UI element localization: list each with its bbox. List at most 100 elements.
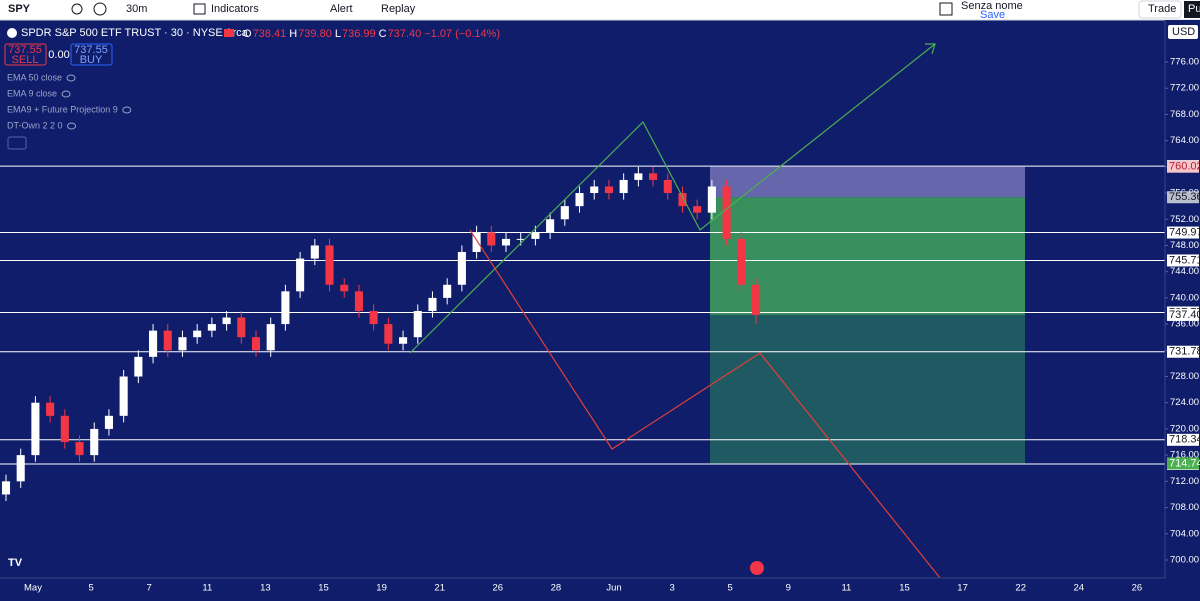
x-tick-label: 26 (1132, 583, 1143, 594)
candle-body (707, 186, 716, 213)
y-tick-label: 728.00 (1170, 371, 1199, 382)
entry-label: 755.36 (1169, 191, 1200, 203)
publish-button-box[interactable] (1184, 1, 1200, 18)
candle-body (560, 206, 569, 220)
save-label[interactable]: Save (980, 9, 1005, 21)
y-tick-label: 748.00 (1170, 240, 1199, 251)
candle-body (384, 324, 393, 344)
x-tick-label: 7 (147, 583, 152, 594)
collapse-button[interactable] (7, 136, 27, 150)
symbol[interactable]: SPY (8, 3, 31, 15)
toolbar (0, 0, 1200, 20)
visibility-icon (122, 106, 132, 114)
x-tick-label: 3 (669, 583, 674, 594)
trade-button[interactable]: Trade (1148, 3, 1176, 15)
candle-body (222, 317, 231, 325)
indicator-name: EMA9 + Future Projection 9 (7, 104, 118, 114)
trade-button-box[interactable] (1138, 0, 1182, 19)
layout-checkbox[interactable] (939, 2, 953, 16)
y-tick-label: 768.00 (1170, 109, 1199, 120)
currency[interactable]: USD (1172, 26, 1195, 38)
candle-body (75, 442, 84, 456)
candle-body (369, 310, 378, 325)
indicator-name: EMA 9 close (7, 88, 57, 98)
x-tick-label: 5 (728, 583, 733, 594)
y-tick-label: 704.00 (1170, 528, 1199, 539)
candle-body (193, 330, 202, 338)
candle-body (751, 284, 761, 315)
add-icon[interactable] (93, 2, 107, 16)
candle-body (501, 238, 511, 246)
level-label: 745.71 (1169, 254, 1200, 266)
y-tick-label: 720.00 (1170, 423, 1199, 434)
sell-button[interactable] (4, 43, 47, 66)
axis-labels: 700.00 704.00 708.00 712.00 716.00 720.00 724.… (24, 57, 1200, 594)
y-tick-label: 708.00 (1170, 502, 1199, 513)
x-tick-label: 17 (957, 583, 968, 594)
x-tick-label: 15 (899, 583, 910, 594)
ohlc-key: C (379, 28, 387, 40)
last-price-label: 737.40 (1169, 309, 1200, 321)
candle-body (457, 252, 466, 285)
drawings (409, 43, 941, 579)
x-tick-label: Jun (606, 583, 621, 594)
x-tick-label: 24 (1074, 583, 1085, 594)
target-label-box (1167, 457, 1199, 470)
y-tick-label: 716.00 (1170, 450, 1199, 461)
candle-body (340, 284, 349, 292)
interval[interactable]: 30m (126, 3, 147, 15)
candle-body (663, 179, 672, 194)
x-tick-label: 13 (260, 583, 271, 594)
sell-price[interactable]: 737.55 (8, 44, 42, 56)
candle-body (399, 337, 408, 344)
stop-label: 760.02 (1169, 161, 1200, 173)
buy-price[interactable]: 737.55 (74, 44, 108, 56)
indicators-button[interactable]: Indicators (211, 3, 259, 15)
candle-body (649, 173, 658, 180)
y-tick-label: 724.00 (1170, 397, 1199, 408)
red-projection (469, 229, 941, 579)
y-tick-label: 736.00 (1170, 319, 1199, 330)
compare-icon[interactable] (71, 3, 83, 15)
buy-button[interactable] (70, 43, 113, 66)
ohlc-value: 737.40 (388, 28, 422, 40)
spread: 0.00 (48, 49, 69, 61)
green-projection (409, 43, 936, 354)
y-tick-label: 776.00 (1170, 57, 1199, 68)
level-label: 731.78 (1169, 346, 1200, 358)
buy-label[interactable]: BUY (80, 54, 103, 66)
level-label-box (1167, 254, 1199, 267)
sell-label[interactable]: SELL (12, 54, 39, 66)
logo: TV (8, 557, 23, 569)
x-tick-label: 15 (318, 583, 329, 594)
candle-body (443, 284, 452, 298)
ohlc-value: 736.99 (342, 28, 376, 40)
indicator-name: EMA 50 close (7, 72, 62, 82)
level-label-box (1167, 433, 1199, 446)
alert-button[interactable]: Alert (330, 3, 353, 15)
layout-name[interactable]: Senza nome (961, 0, 1023, 12)
event-icon[interactable] (750, 561, 764, 575)
candle-body (104, 415, 113, 429)
publish-button[interactable]: Pu (1188, 3, 1200, 15)
x-tick-label: 22 (1015, 583, 1026, 594)
ohlc-key: O (243, 28, 252, 40)
candle-body (31, 402, 40, 456)
hide-icon (224, 29, 234, 37)
symbol-logo (7, 28, 17, 38)
x-tick-label: 28 (551, 583, 562, 594)
candle-body (310, 245, 319, 259)
candle-body (604, 186, 613, 194)
candle-body (531, 232, 540, 239)
candle-body (134, 356, 143, 377)
replay-button[interactable]: Replay (381, 3, 416, 15)
candle-body (472, 232, 481, 253)
ohlc-key: L (335, 28, 341, 40)
candle-body (325, 245, 334, 285)
currency-box[interactable] (1168, 25, 1198, 39)
stop-label-box (1167, 160, 1199, 173)
entry-label-box (1167, 191, 1199, 204)
y-tick-label: 712.00 (1170, 476, 1199, 487)
candle-body (16, 455, 25, 482)
